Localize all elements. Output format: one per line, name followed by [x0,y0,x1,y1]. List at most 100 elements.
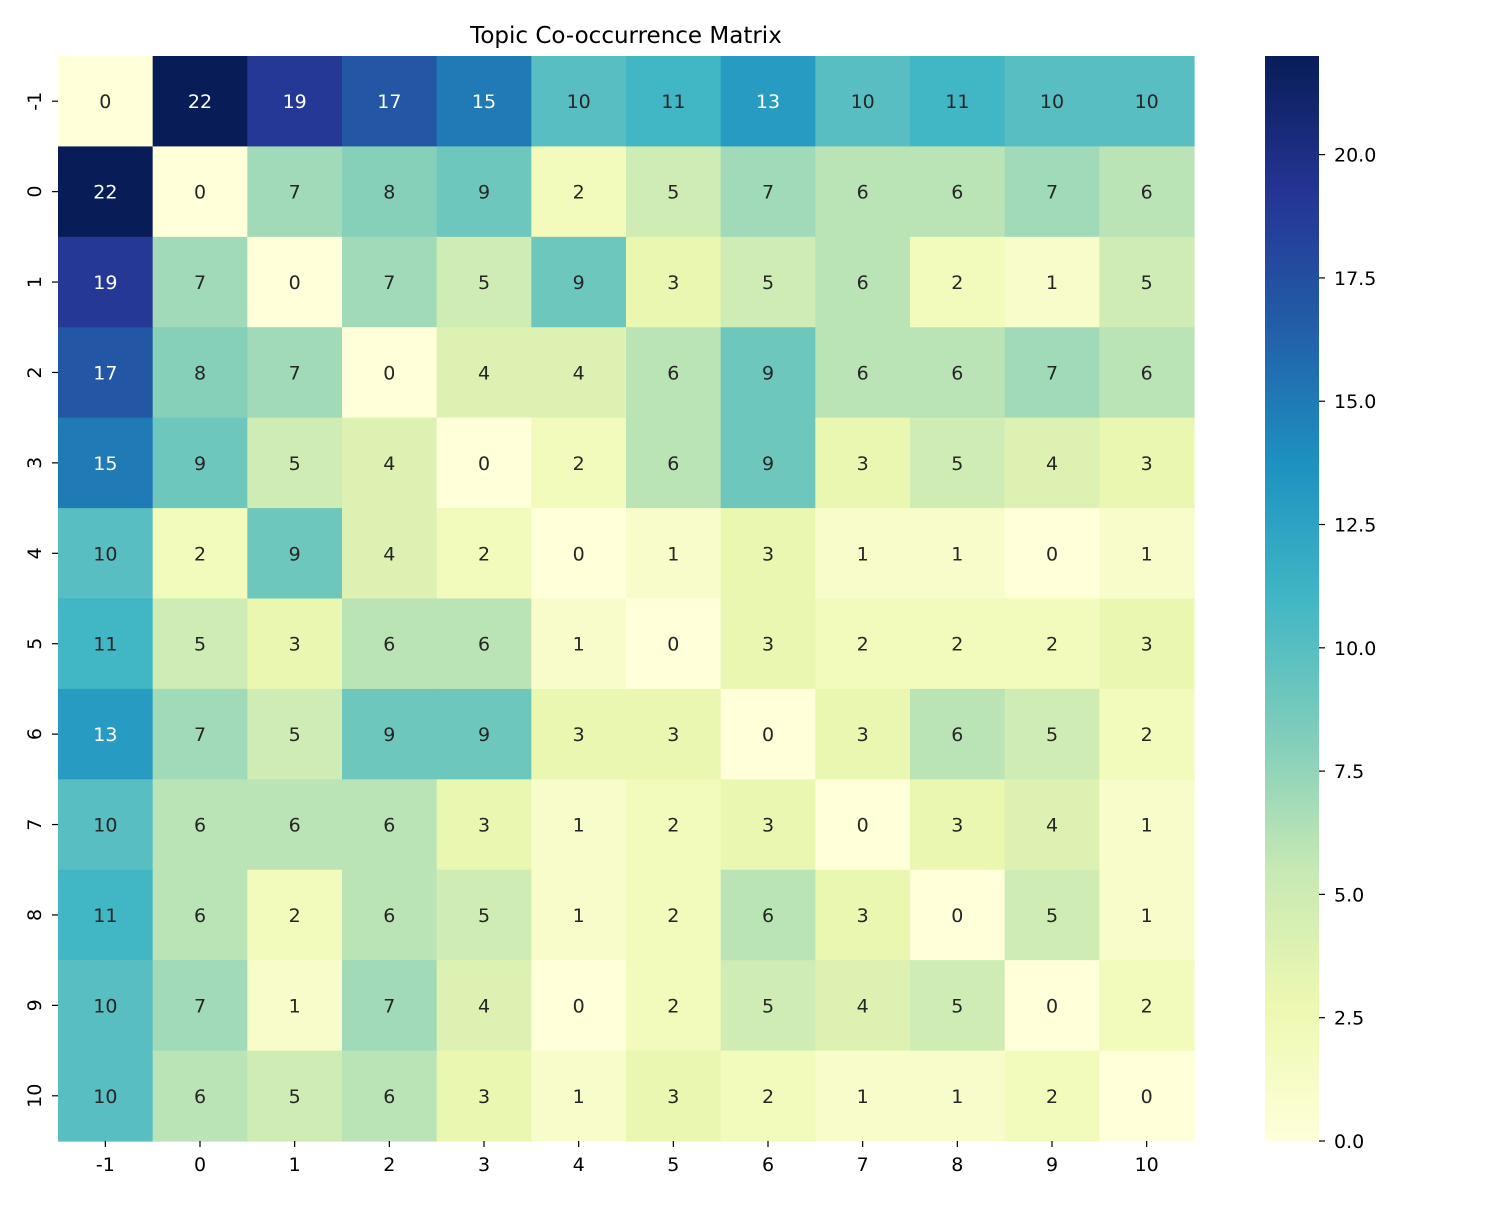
heatmap-cell [58,960,154,1052]
cell-value-label: 5 [1046,905,1058,927]
cell-value-label: 9 [573,272,585,294]
heatmap-cell [58,56,154,148]
cell-value-label: 9 [478,182,490,204]
heatmap-cell [1004,236,1100,328]
heatmap-cell [815,508,911,600]
heatmap-cell [247,236,343,328]
cell-value-label: 1 [1046,272,1058,294]
heatmap-cell [626,688,722,780]
x-tick-label: 3 [478,1154,490,1176]
heatmap-cell [1004,417,1100,509]
cell-value-label: 7 [194,272,206,294]
heatmap-cell [720,236,816,328]
cell-value-label: 2 [1141,724,1153,746]
heatmap-cell [152,598,248,690]
colorbar-tick-label: 17.5 [1334,268,1376,290]
x-tick-label: 1 [289,1154,301,1176]
heatmap-cell [531,146,627,238]
heatmap-cell [720,146,816,238]
y-tick-label: 10 [24,1084,46,1108]
y-tick-label: 1 [24,276,46,288]
heatmap-cell [626,1050,722,1142]
cell-value-label: 5 [1046,724,1058,746]
heatmap-cell [58,598,154,690]
colorbar-tick-label: 10.0 [1334,638,1376,660]
heatmap-cell [910,56,1006,148]
heatmap-cell [626,56,722,148]
heatmap-cell [1099,146,1195,238]
cell-value-label: 7 [194,995,206,1017]
cell-value-label: 0 [289,272,301,294]
cell-value-label: 22 [93,182,117,204]
heatmap-cell [720,688,816,780]
heatmap-cell [531,688,627,780]
heatmap-cell [342,869,438,961]
heatmap-cell [910,598,1006,690]
cell-value-label: 0 [762,724,774,746]
cell-value-label: 5 [289,1086,301,1108]
heatmap-cell [247,598,343,690]
cell-value-label: 3 [762,543,774,565]
heatmap-cell [58,236,154,328]
heatmap-cell [1004,960,1100,1052]
cell-value-label: 0 [1046,995,1058,1017]
heatmap-cell [58,508,154,600]
cell-value-label: 5 [762,995,774,1017]
cell-value-label: 0 [857,815,869,837]
cell-value-label: 2 [762,1086,774,1108]
cell-value-label: 6 [762,905,774,927]
cell-value-label: 11 [945,91,969,113]
cell-value-label: 19 [93,272,117,294]
heatmap-cell [247,688,343,780]
cell-value-label: 6 [383,815,395,837]
cell-value-label: 8 [194,362,206,384]
cell-value-label: 22 [188,91,212,113]
heatmap-cell [531,779,627,871]
cell-value-label: 1 [573,905,585,927]
cell-value-label: 1 [1141,543,1153,565]
cell-value-label: 2 [194,543,206,565]
cell-value-label: 5 [951,995,963,1017]
heatmap-cell [436,236,532,328]
cell-value-label: 2 [1046,1086,1058,1108]
heatmap-cell [152,960,248,1052]
heatmap-cell [1099,56,1195,148]
heatmap-cell [152,146,248,238]
cell-value-label: 10 [851,91,875,113]
cell-value-label: 7 [762,182,774,204]
heatmap-cell [342,1050,438,1142]
cell-value-label: 5 [1141,272,1153,294]
heatmap-cell [152,688,248,780]
heatmap-cell [152,508,248,600]
heatmap-cell [342,960,438,1052]
y-tick-label: 3 [24,457,46,469]
heatmap-cell [1004,56,1100,148]
heatmap-cell [910,688,1006,780]
heatmap-cell [436,56,532,148]
x-tick-label: 5 [667,1154,679,1176]
cell-value-label: 4 [857,995,869,1017]
heatmap-cell [815,598,911,690]
cell-value-label: 7 [289,182,301,204]
cell-value-label: 5 [478,272,490,294]
cell-value-label: 7 [1046,182,1058,204]
cell-value-label: 4 [1046,815,1058,837]
x-tick-label: 2 [383,1154,395,1176]
cell-value-label: 6 [857,362,869,384]
heatmap-cell [1004,146,1100,238]
heatmap-cell [720,1050,816,1142]
cell-value-label: 6 [383,905,395,927]
heatmap-cell [1099,1050,1195,1142]
cell-value-label: 2 [857,634,869,656]
cell-value-label: 3 [667,1086,679,1108]
y-tick-label: 6 [24,728,46,740]
cell-value-label: 2 [289,905,301,927]
heatmap-cell [152,236,248,328]
cell-value-label: 13 [93,724,117,746]
cell-value-label: 1 [1141,815,1153,837]
cell-value-label: 0 [1046,543,1058,565]
heatmap-cell [436,327,532,419]
heatmap-cell [720,598,816,690]
heatmap-cell [720,508,816,600]
